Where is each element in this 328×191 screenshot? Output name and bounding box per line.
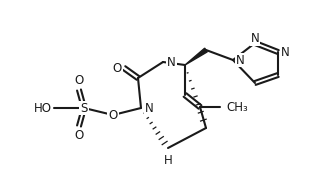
Text: O: O xyxy=(108,108,118,121)
Text: N: N xyxy=(145,101,154,114)
Text: N: N xyxy=(167,56,176,69)
Text: N: N xyxy=(236,53,245,66)
Text: S: S xyxy=(80,101,88,114)
Text: O: O xyxy=(74,129,84,142)
Text: HO: HO xyxy=(34,101,52,114)
Text: O: O xyxy=(74,74,84,87)
Text: O: O xyxy=(113,62,122,74)
Text: H: H xyxy=(164,154,173,167)
Text: N: N xyxy=(251,32,259,45)
Polygon shape xyxy=(185,48,207,65)
Text: N: N xyxy=(281,45,290,58)
Text: CH₃: CH₃ xyxy=(226,100,248,113)
